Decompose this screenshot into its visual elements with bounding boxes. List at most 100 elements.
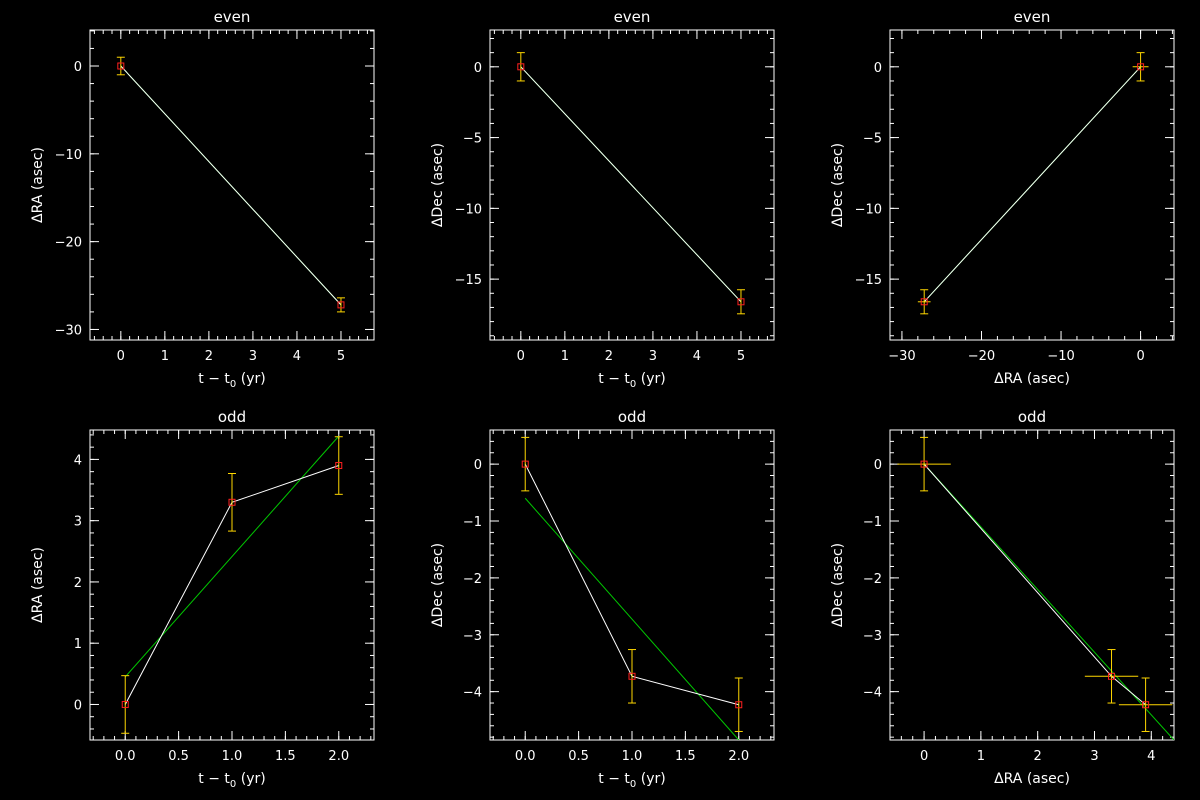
x-tick-label: 1.0 <box>222 749 243 764</box>
y-axis-label: ΔRA (asec) <box>30 147 46 223</box>
y-axis-label: ΔDec (asec) <box>430 543 446 627</box>
x-tick-label: 2 <box>1034 749 1042 764</box>
x-axis-label-unit: (yr) <box>236 771 265 787</box>
data-point <box>337 301 345 309</box>
x-axis-label-main: t − t <box>598 371 630 387</box>
x-tick-label: 5 <box>337 349 345 364</box>
chart-title: odd <box>618 408 646 426</box>
y-axis-label: ΔDec (asec) <box>830 543 846 627</box>
x-tick-label: 5 <box>737 349 745 364</box>
y-axis-label: ΔRA (asec) <box>30 547 46 623</box>
data-point <box>1142 701 1150 709</box>
y-tick-label: −10 <box>855 202 882 217</box>
data-point <box>121 700 129 708</box>
x-tick-label: 0.5 <box>568 749 589 764</box>
y-tick-label: 0 <box>874 458 882 473</box>
y-tick-label: 3 <box>74 515 82 530</box>
data-point <box>920 460 928 468</box>
chart-title: odd <box>218 408 246 426</box>
data-point <box>517 63 525 71</box>
x-axis-label-subscript: 0 <box>630 379 636 390</box>
data-point <box>521 460 529 468</box>
x-axis-label-subscript: 0 <box>230 379 236 390</box>
x-tick-label: 2 <box>605 349 613 364</box>
x-axis-label: t − t0 (yr) <box>598 771 665 790</box>
y-tick-label: 0 <box>74 698 82 713</box>
y-tick-label: −10 <box>55 148 82 163</box>
x-tick-label: 0.0 <box>115 749 136 764</box>
data-line <box>923 66 1141 303</box>
y-tick-label: 0 <box>74 60 82 75</box>
data-layer <box>516 52 745 315</box>
x-axis-label-main: ΔRA (asec) <box>994 771 1070 787</box>
y-tick-label: −1 <box>863 515 882 530</box>
x-tick-label: 0 <box>517 349 525 364</box>
x-tick-label: 1.5 <box>675 749 696 764</box>
y-tick-label: −15 <box>455 273 482 288</box>
data-point <box>335 462 343 470</box>
y-tick-label: −15 <box>855 273 882 288</box>
y-tick-label: −5 <box>463 132 482 147</box>
x-axis-label: t − t0 (yr) <box>598 371 665 390</box>
y-tick-label: 0 <box>874 61 882 76</box>
x-tick-label: 3 <box>649 349 657 364</box>
y-tick-label: −4 <box>463 686 482 701</box>
y-tick-label: −5 <box>863 132 882 147</box>
x-tick-label: −20 <box>968 349 995 364</box>
y-tick-label: −30 <box>55 323 82 338</box>
y-tick-label: 1 <box>74 637 82 652</box>
y-tick-label: 2 <box>74 576 82 591</box>
x-axis-label-subscript: 0 <box>630 779 636 790</box>
chart-panel-6: odd 0 1 2 3 4 0 −1 −2 −3 −4 ΔRA (asec) ΔDec (asec) <box>830 408 1175 787</box>
x-tick-label: 4 <box>1147 749 1155 764</box>
data-layer <box>917 52 1149 315</box>
plot-frame <box>489 29 775 341</box>
data-line <box>520 66 742 303</box>
data-point <box>1137 63 1145 71</box>
y-tick-label: −1 <box>463 515 482 530</box>
x-tick-label: 2.0 <box>728 749 749 764</box>
data-point <box>1108 672 1116 680</box>
y-tick-label: −2 <box>463 572 482 587</box>
chart-title: even <box>1014 8 1051 26</box>
chart-title: even <box>614 8 651 26</box>
data-layer <box>121 435 343 734</box>
y-tick-label: 4 <box>74 453 82 468</box>
y-tick-label: −3 <box>863 629 882 644</box>
y-tick-label: −3 <box>463 629 482 644</box>
x-tick-label: 3 <box>1090 749 1098 764</box>
data-point <box>117 62 125 70</box>
y-tick-label: −20 <box>55 236 82 251</box>
fit-line <box>124 435 340 678</box>
chart-panel-3: even −30 −20 −10 0 0 −5 −10 −15 ΔRA (asec) ΔDec (a… <box>830 8 1175 387</box>
x-axis-label-unit: (yr) <box>636 771 665 787</box>
data-point <box>628 672 636 680</box>
x-axis-label-main: t − t <box>198 771 230 787</box>
x-tick-label: 2.0 <box>328 749 349 764</box>
x-tick-label: 1 <box>561 349 569 364</box>
x-tick-label: −10 <box>1047 349 1074 364</box>
x-tick-label: 1 <box>161 349 169 364</box>
x-tick-label: 4 <box>693 349 701 364</box>
x-tick-label: 1.5 <box>275 749 296 764</box>
x-axis-label: ΔRA (asec) <box>994 771 1070 787</box>
x-axis-label-unit: (yr) <box>236 371 265 387</box>
chart-title: odd <box>1018 408 1046 426</box>
x-tick-label: 0 <box>920 749 928 764</box>
x-axis-label-main: t − t <box>598 771 630 787</box>
y-tick-label: 0 <box>474 61 482 76</box>
x-axis-label-main: ΔRA (asec) <box>994 371 1070 387</box>
y-tick-label: 0 <box>474 458 482 473</box>
x-tick-label: 0.5 <box>168 749 189 764</box>
x-axis-label-subscript: 0 <box>230 779 236 790</box>
plot-frame <box>889 29 1175 341</box>
x-tick-label: 2 <box>205 349 213 364</box>
x-tick-label: −30 <box>888 349 915 364</box>
data-layer <box>897 436 1174 740</box>
chart-title: even <box>214 8 251 26</box>
y-axis-label: ΔDec (asec) <box>830 143 846 227</box>
